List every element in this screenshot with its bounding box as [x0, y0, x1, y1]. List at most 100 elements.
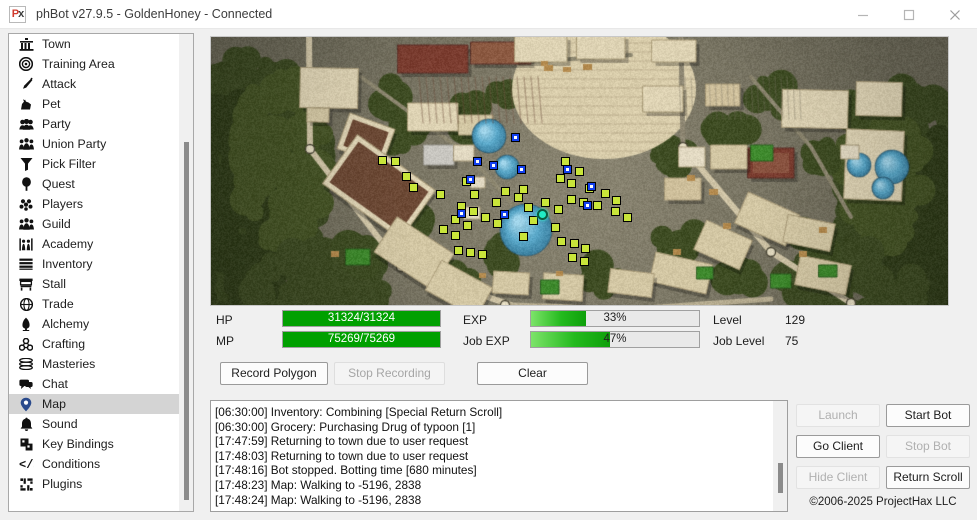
sidebar-item-academy[interactable]: Academy: [9, 234, 193, 254]
log-scrollbar-thumb[interactable]: [778, 463, 783, 493]
map-npc-marker[interactable]: [541, 198, 550, 207]
map-npc-marker[interactable]: [469, 207, 478, 216]
map-npc-marker[interactable]: [580, 257, 589, 266]
map-npc-marker[interactable]: [570, 239, 579, 248]
launch-button[interactable]: Launch: [796, 404, 880, 427]
hide-client-button[interactable]: Hide Client: [796, 466, 880, 489]
map-npc-marker[interactable]: [556, 174, 565, 183]
return-scroll-button[interactable]: Return Scroll: [886, 466, 970, 489]
clear-button[interactable]: Clear: [477, 362, 588, 385]
sidebar-item-chat[interactable]: Chat: [9, 374, 193, 394]
map-npc-marker[interactable]: [391, 157, 400, 166]
map-npc-marker[interactable]: [575, 167, 584, 176]
sidebar-item-alchemy[interactable]: Alchemy: [9, 314, 193, 334]
map-npc-marker[interactable]: [451, 231, 460, 240]
map-mob-marker[interactable]: [473, 157, 482, 166]
map-npc-marker[interactable]: [514, 193, 523, 202]
activity-log-panel[interactable]: [06:30:00] Inventory: Combining [Special…: [210, 400, 788, 512]
map-npc-marker[interactable]: [378, 156, 387, 165]
map-npc-marker[interactable]: [601, 189, 610, 198]
map-npc-marker[interactable]: [612, 196, 621, 205]
log-line: [17:48:23] Map: Walking to -5196, 2838: [215, 477, 422, 492]
go-client-button[interactable]: Go Client: [796, 435, 880, 458]
map-npc-marker[interactable]: [529, 216, 538, 225]
map-npc-marker[interactable]: [493, 219, 502, 228]
map-npc-marker[interactable]: [454, 246, 463, 255]
map-npc-marker[interactable]: [409, 183, 418, 192]
map-npc-marker[interactable]: [623, 213, 632, 222]
map-mob-marker[interactable]: [517, 165, 526, 174]
sidebar-item-players[interactable]: Players: [9, 194, 193, 214]
map-npc-marker[interactable]: [439, 225, 448, 234]
map-npc-marker[interactable]: [463, 221, 472, 230]
sidebar-item-map[interactable]: Map: [9, 394, 193, 414]
sidebar-item-town[interactable]: Town: [9, 34, 193, 54]
close-icon: [950, 9, 960, 20]
map-npc-marker[interactable]: [524, 203, 533, 212]
sidebar-item-inventory[interactable]: Inventory: [9, 254, 193, 274]
map-mob-marker[interactable]: [511, 133, 520, 142]
record-polygon-button[interactable]: Record Polygon: [220, 362, 328, 385]
log-line: [17:48:16] Bot stopped. Botting time [68…: [215, 463, 477, 478]
sidebar-item-trade[interactable]: Trade: [9, 294, 193, 314]
map-mob-marker[interactable]: [587, 182, 596, 191]
map-npc-marker[interactable]: [567, 179, 576, 188]
close-button[interactable]: [932, 0, 977, 29]
game-map-view[interactable]: [210, 36, 949, 306]
map-npc-marker[interactable]: [581, 244, 590, 253]
map-npc-marker[interactable]: [451, 215, 460, 224]
map-npc-marker[interactable]: [551, 223, 560, 232]
sidebar-item-training-area[interactable]: Training Area: [9, 54, 193, 74]
sidebar-item-crafting[interactable]: Crafting: [9, 334, 193, 354]
map-npc-marker[interactable]: [492, 198, 501, 207]
map-npc-marker[interactable]: [519, 232, 528, 241]
sidebar-item-attack[interactable]: Attack: [9, 74, 193, 94]
window-title: phBot v27.9.5 - GoldenHoney - Connected: [36, 7, 273, 21]
sidebar-item-plugins[interactable]: Plugins: [9, 474, 193, 494]
map-npc-marker[interactable]: [519, 185, 528, 194]
map-npc-marker[interactable]: [436, 190, 445, 199]
map-mob-marker[interactable]: [583, 201, 592, 210]
sidebar-item-stall[interactable]: Stall: [9, 274, 193, 294]
log-scrollbar[interactable]: [773, 401, 787, 511]
map-npc-marker[interactable]: [501, 187, 510, 196]
sidebar-scrollbar[interactable]: [179, 34, 193, 511]
sidebar-item-party[interactable]: Party: [9, 114, 193, 134]
map-npc-marker[interactable]: [568, 253, 577, 262]
sidebar-item-label: Stall: [42, 277, 66, 291]
sidebar-item-union-party[interactable]: Union Party: [9, 134, 193, 154]
stop-bot-button[interactable]: Stop Bot: [886, 435, 970, 458]
start-bot-button[interactable]: Start Bot: [886, 404, 970, 427]
mp-bar-text: 75269/75269: [327, 333, 396, 345]
player-position-marker[interactable]: [537, 209, 548, 220]
sidebar-scrollbar-thumb[interactable]: [184, 142, 189, 500]
stop-recording-button[interactable]: Stop Recording: [334, 362, 445, 385]
map-npc-marker[interactable]: [593, 201, 602, 210]
map-npc-marker[interactable]: [402, 172, 411, 181]
maximize-button[interactable]: [886, 0, 932, 29]
map-npc-marker[interactable]: [557, 237, 566, 246]
map-npc-marker[interactable]: [466, 248, 475, 257]
map-npc-marker[interactable]: [567, 195, 576, 204]
map-mob-marker[interactable]: [500, 210, 509, 219]
crafting-icon: [17, 336, 35, 352]
map-npc-marker[interactable]: [611, 207, 620, 216]
map-mob-marker[interactable]: [466, 175, 475, 184]
sidebar-item-pick-filter[interactable]: Pick Filter: [9, 154, 193, 174]
sidebar-item-masteries[interactable]: Masteries: [9, 354, 193, 374]
sidebar-item-quest[interactable]: Quest: [9, 174, 193, 194]
sidebar-navigation[interactable]: Town Training Area Attack Pet Party Union Par…: [8, 33, 194, 512]
map-mob-marker[interactable]: [489, 161, 498, 170]
map-npc-marker[interactable]: [554, 205, 563, 214]
map-npc-marker[interactable]: [478, 250, 487, 259]
sidebar-item-conditions[interactable]: </> Conditions: [9, 454, 193, 474]
map-npc-marker[interactable]: [481, 213, 490, 222]
map-mob-marker[interactable]: [457, 209, 466, 218]
sidebar-item-sound[interactable]: Sound: [9, 414, 193, 434]
sidebar-item-guild[interactable]: Guild: [9, 214, 193, 234]
sidebar-item-pet[interactable]: Pet: [9, 94, 193, 114]
map-mob-marker[interactable]: [563, 165, 572, 174]
sidebar-item-key-bindings[interactable]: Key Bindings: [9, 434, 193, 454]
map-npc-marker[interactable]: [470, 190, 479, 199]
minimize-button[interactable]: [840, 0, 886, 29]
